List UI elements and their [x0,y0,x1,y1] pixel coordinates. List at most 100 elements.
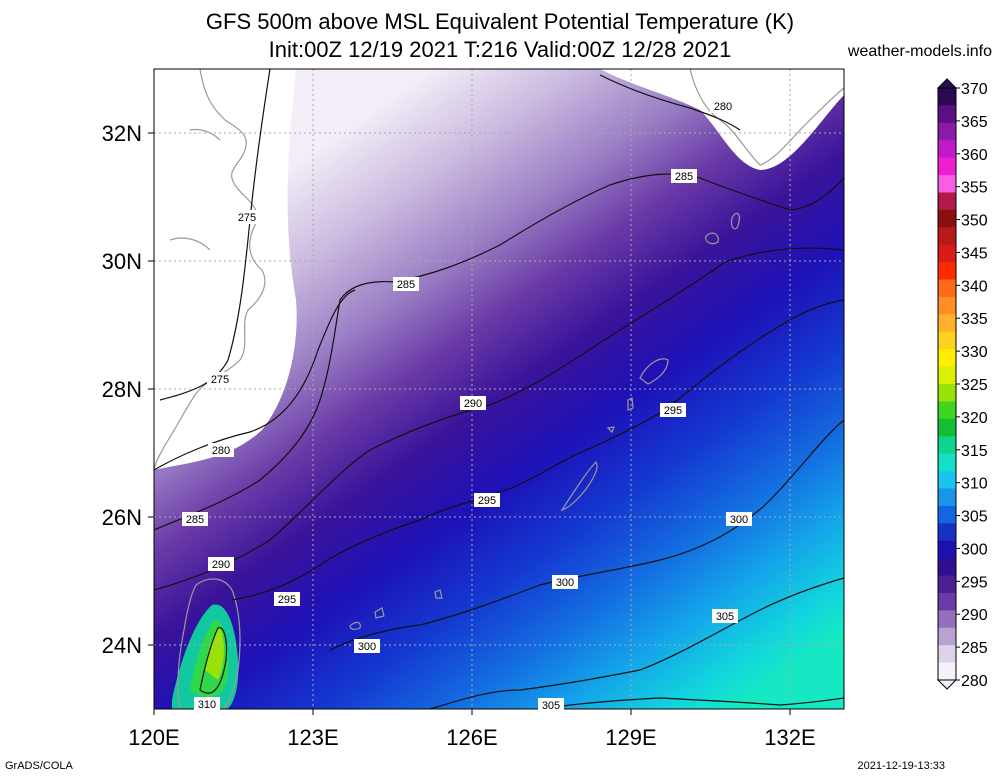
colorbar-tick-label: 320 [961,410,988,427]
lat-label: 24N [102,633,142,658]
colorbar-swatch [938,279,956,298]
colorbar-swatch [938,558,956,577]
colorbar-swatch [938,505,956,524]
svg-text:295: 295 [664,405,682,417]
colorbar-swatch [938,592,956,611]
svg-text:280: 280 [212,445,230,457]
svg-text:300: 300 [358,641,376,653]
colorbar-tick-label: 285 [961,640,988,657]
colorbar-tick-label: 330 [961,344,988,361]
contour-label: 280 [208,443,234,457]
colorbar-swatch [938,627,956,646]
map-plot [154,69,844,709]
colorbar-tick-label: 295 [961,574,988,591]
colorbar-tick-label: 340 [961,278,988,295]
colorbar-tick-label: 355 [961,180,988,197]
contour-label: 300 [726,512,752,526]
contour-305b [539,697,844,709]
okinawa-island [560,461,598,512]
colorbar-swatch [938,227,956,246]
lon-label: 120E [128,725,179,750]
coastlines [154,69,844,709]
colorbar-swatch [938,105,956,124]
colorbar-swatch [938,610,956,629]
colorbar-swatch [938,366,956,385]
amami-island [639,358,669,385]
svg-text:275: 275 [211,374,229,386]
lon-label: 129E [605,725,656,750]
svg-text:285: 285 [397,279,415,291]
lon-label: 126E [446,725,497,750]
map-subtitle: Init:00Z 12/19 2021 T:216 Valid:00Z 12/2… [268,37,732,62]
colorbar-swatch [938,157,956,176]
contour-label: 305 [712,609,738,623]
contour-290 [154,247,844,591]
software-credit: GrADS/COLA [5,760,73,772]
colorbar-swatch [938,453,956,472]
contour-285 [154,173,844,531]
colorbar-tick-label: 370 [961,81,988,98]
colorbar-swatch [938,122,956,141]
lat-label: 28N [102,377,142,402]
colorbar-swatch [938,209,956,228]
colorbar-swatch [938,575,956,594]
colorbar-swatch [938,140,956,159]
colorbar-tick-label: 325 [961,377,988,394]
colorbar-swatch [938,314,956,333]
colorbar-swatch [938,349,956,368]
contour-label: 275 [234,210,260,224]
svg-text:290: 290 [464,398,482,410]
contour-280-north [599,74,741,131]
colorbar-max-arrow [936,78,958,89]
lon-labels: 120E 123E 126E 129E 132E [128,725,815,750]
contour-305 [429,577,844,709]
contour-label: 300 [552,575,578,589]
warm-core-inner [205,628,224,680]
svg-text:285: 285 [675,171,693,183]
colorbar-swatch [938,540,956,559]
contour-300 [329,419,844,651]
generated-timestamp: 2021-12-19-13:33 [857,760,945,772]
kyushu-coast [689,69,844,166]
colorbar-swatch [938,384,956,402]
colorbar-swatch [938,262,956,281]
colorbar-tick-label: 315 [961,443,988,460]
island [606,426,615,434]
colorbar-tick-label: 300 [961,541,988,558]
lat-labels: 32N 30N 28N 26N 24N [102,121,142,658]
island [705,232,719,245]
axis-ticks [148,132,791,715]
island [349,621,361,630]
coast-inlet [169,237,211,251]
contour-label: 285 [671,169,697,183]
colorbar-swatch [938,662,956,681]
colorbar-swatch [938,244,956,263]
colorbar-tick-label: 345 [961,245,988,262]
island [374,607,385,619]
colorbar-tick-label: 310 [961,476,988,493]
map-title: GFS 500m above MSL Equivalent Potential … [205,9,795,34]
colorbar-tick-label: 305 [961,509,988,526]
contour-label: 275 [207,372,233,386]
contour-label: 290 [460,396,486,410]
svg-text:295: 295 [278,594,296,606]
colorbar-swatch [938,436,956,455]
colorbar-swatch [938,488,956,507]
colorbar-tick-label: 365 [961,114,988,131]
contour-label: 280 [710,99,736,113]
island [434,589,443,599]
svg-text:275: 275 [238,212,256,224]
colorbar-tick-label: 350 [961,213,988,230]
island [627,397,634,411]
contour-label: 310 [194,697,220,711]
colorbar-swatch [938,523,956,542]
colorbar-swatch [938,296,956,315]
contour-label: 300 [354,639,380,653]
isentropes [154,69,844,709]
lat-label: 26N [102,505,142,530]
colorbar-swatch [938,645,956,664]
contour-310 [199,627,228,694]
colorbar-tick-label: 335 [961,311,988,328]
colorbar-swatch [938,88,956,106]
